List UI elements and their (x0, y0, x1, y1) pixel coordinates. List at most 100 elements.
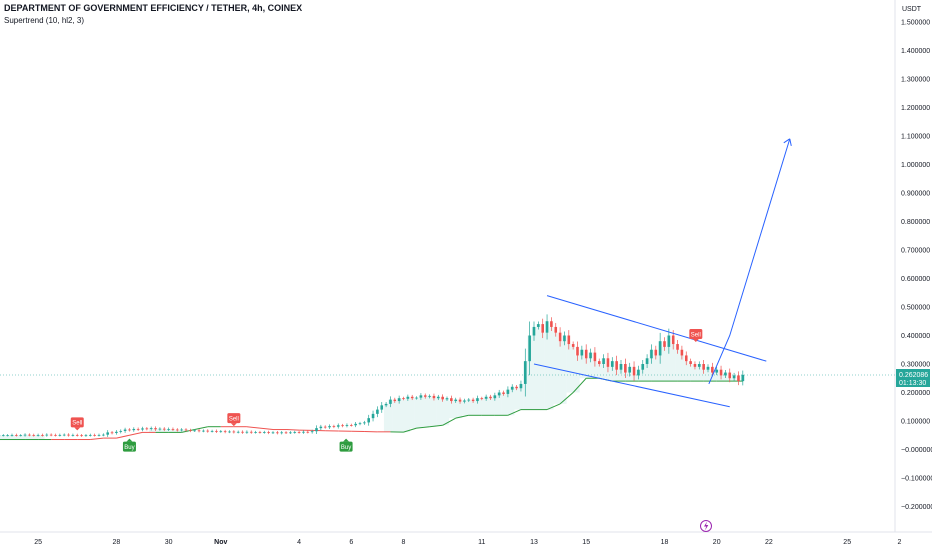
candle-body (45, 434, 49, 436)
sell-badge-pointer (230, 423, 237, 427)
buy-signal-label: Buy (124, 445, 134, 451)
supertrend-up-segment (416, 426, 430, 429)
supertrend-fill-slice (562, 335, 567, 404)
candle-body (680, 349, 684, 356)
supertrend-fill-slice (705, 366, 711, 382)
time-tick-label: 25 (34, 539, 42, 546)
projection-arrow-line (708, 138, 791, 385)
sell-badge (689, 329, 703, 340)
time-tick-label: 28 (113, 539, 121, 546)
candle-body (650, 349, 653, 359)
candle-body (189, 430, 192, 431)
supertrend-fill-slice (544, 321, 550, 410)
candle-body (319, 426, 323, 429)
candle-body (289, 432, 292, 434)
trend-drawings[interactable] (533, 138, 792, 408)
candle-body (550, 321, 553, 327)
supertrend-down-segment (129, 431, 143, 436)
candle-body (554, 326, 558, 333)
candle-body (432, 395, 436, 399)
price-tick-label: −0.000000 (901, 447, 932, 454)
candle-body (389, 399, 392, 404)
candle-body (297, 432, 301, 433)
candle-body (149, 428, 153, 429)
time-axis[interactable]: 25 28 30 Nov 4 6 8 11 13 15 18 20 22 25 2 (34, 539, 901, 546)
candle-body (532, 326, 536, 336)
supertrend-down-segment (286, 429, 300, 431)
candle-body (406, 396, 410, 399)
candle-body (502, 392, 505, 394)
supertrend-fill-slice (5, 435, 10, 440)
candle-body (741, 374, 745, 382)
candle-body (541, 324, 545, 333)
candle-body (119, 430, 123, 432)
supertrend-fill-slice (35, 434, 41, 440)
price-tick-label: 0.900000 (901, 191, 930, 198)
sell-signal: Sell (227, 413, 241, 427)
candle-body (284, 432, 288, 434)
supertrend-fill-slice (497, 392, 502, 416)
candle-body (571, 344, 575, 347)
indicator-label[interactable]: Supertrend (10, hl2, 3) (4, 16, 85, 25)
candle-body (267, 432, 270, 433)
candle-body (249, 431, 253, 433)
price-tick-label: 0.800000 (901, 219, 930, 226)
supertrend-up-segment (546, 403, 561, 411)
candle-body (302, 431, 305, 433)
supertrend-fill-slice (688, 364, 693, 382)
supertrend-fill-slice (440, 399, 445, 426)
candle-body (415, 397, 418, 399)
candle-body (450, 398, 453, 402)
price-tick-label: −0.100000 (901, 476, 932, 483)
supertrend-fill-slice (423, 396, 428, 427)
candle-body (410, 396, 414, 399)
candle-body (262, 432, 266, 433)
candle-body (393, 399, 397, 402)
candle-body (471, 399, 475, 402)
price-axis[interactable]: 1.500000 1.400000 1.300000 1.200000 1.100000… (901, 20, 932, 512)
candle-body (519, 383, 523, 389)
candle-body (210, 430, 214, 432)
candle-body (232, 431, 236, 433)
time-tick-label: 18 (661, 539, 669, 546)
supertrend-fill-slice (557, 341, 563, 404)
supertrend-up-segment (507, 409, 522, 416)
candle-body (380, 405, 384, 410)
candle-body (306, 431, 310, 433)
candle-body (510, 386, 514, 390)
buy-signal: Buy (122, 438, 136, 452)
time-tick-label: 20 (713, 539, 721, 546)
supertrend-fill-slice (405, 396, 411, 433)
candle-body (123, 429, 127, 431)
candle-body (724, 372, 727, 376)
candle-body (75, 434, 79, 436)
candle-body (697, 364, 701, 367)
candle-body (545, 321, 549, 333)
candle-body (84, 435, 88, 437)
candle-body (671, 335, 675, 345)
supertrend-fill-slice (14, 435, 19, 440)
supertrend-fill-slice (714, 369, 719, 382)
time-tick-label: 22 (765, 539, 773, 546)
candle-body (637, 369, 640, 376)
candle-body (58, 434, 62, 436)
supertrend-fill-slice (431, 398, 437, 427)
candle-body (367, 418, 371, 423)
candle-body (23, 434, 27, 436)
candle-body (436, 396, 440, 399)
candle-body (106, 432, 110, 435)
price-tick-label: 0.100000 (901, 419, 930, 426)
candle-body (654, 349, 658, 356)
supertrend-fill-slice (601, 358, 606, 379)
price-tick-label: 1.000000 (901, 162, 930, 169)
supertrend-fill-slice (410, 398, 415, 429)
lightning-icon[interactable] (700, 520, 712, 532)
candle-body (706, 366, 710, 370)
candle-body (171, 428, 175, 430)
candle-body (371, 413, 375, 419)
candle-body (693, 364, 697, 367)
candle-body (154, 428, 157, 430)
sell-signal-label: Sell (72, 421, 82, 427)
candle-body (62, 434, 66, 436)
